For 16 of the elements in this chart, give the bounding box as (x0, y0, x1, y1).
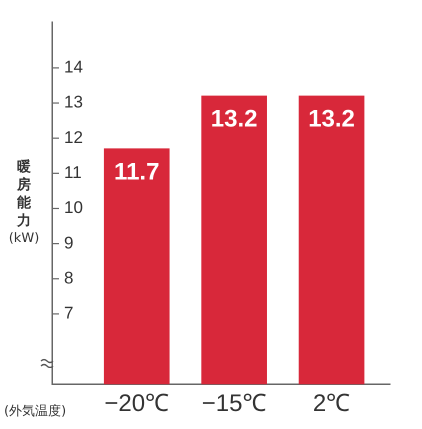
y-tick-label: 9 (64, 233, 74, 252)
y-tick-label: 14 (64, 58, 83, 77)
data-label: 13.2 (210, 106, 258, 133)
y-tick-label: 12 (64, 128, 83, 147)
x-tick-label: −20℃ (104, 390, 170, 418)
x-axis-title: (外気温度) (4, 403, 66, 420)
y-axis-title: 暖房能力 (kW) (8, 158, 40, 248)
data-label: 13.2 (308, 106, 355, 133)
y-tick-label: 8 (64, 268, 74, 288)
y-tick-label: 10 (64, 198, 83, 218)
y-tick-label: 11 (64, 163, 82, 182)
y-tick-label: 7 (64, 304, 74, 323)
x-tick-label: 2℃ (312, 390, 350, 418)
y-tick-label: 13 (64, 92, 83, 112)
data-label: 11.7 (114, 158, 160, 186)
x-tick-label: −15℃ (202, 390, 267, 418)
